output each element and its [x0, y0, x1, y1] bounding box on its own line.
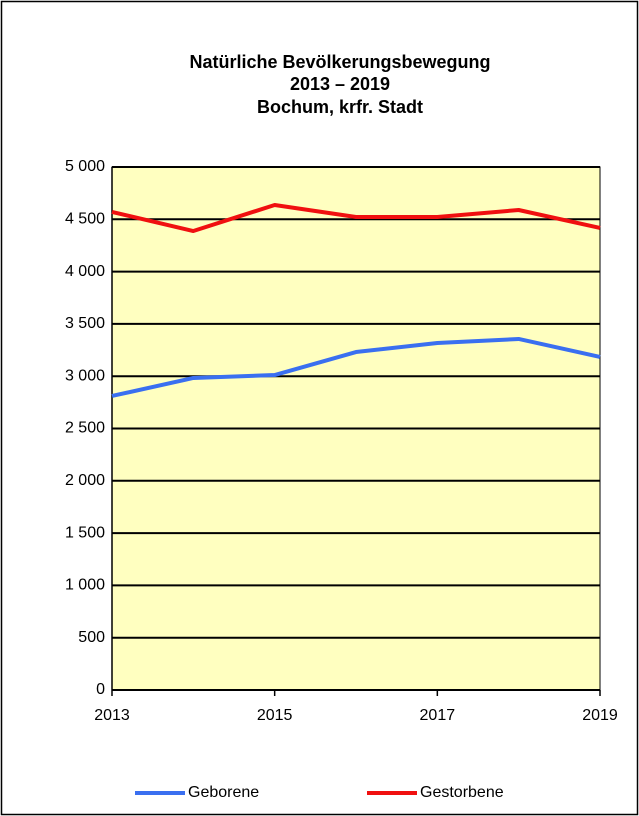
y-tick-label: 4 000 [65, 263, 105, 280]
y-tick-label: 2 500 [65, 420, 105, 437]
x-tick-label: 2019 [582, 707, 618, 724]
chart-title: Natürliche Bevölkerungsbewegung [189, 52, 490, 72]
x-tick-label: 2013 [94, 707, 130, 724]
line-series [111, 202, 601, 234]
y-tick-label: 5 000 [65, 158, 105, 175]
y-tick-label: 1 000 [65, 577, 105, 594]
chart-title: Bochum, krfr. Stadt [257, 97, 423, 117]
legend-label: Gestorbene [420, 784, 504, 801]
y-tick-label: 3 000 [65, 367, 105, 384]
y-tick-label: 4 500 [65, 211, 105, 228]
chart-title: 2013 – 2019 [290, 74, 390, 94]
y-tick-label: 2 000 [65, 472, 105, 489]
y-tick-label: 500 [78, 629, 105, 646]
legend-label: Geborene [188, 784, 259, 801]
y-tick-label: 0 [96, 681, 105, 698]
y-tick-label: 1 500 [65, 524, 105, 541]
line-series [111, 336, 601, 398]
x-tick-label: 2015 [257, 707, 293, 724]
x-tick-label: 2017 [420, 707, 456, 724]
y-tick-label: 3 500 [65, 315, 105, 332]
